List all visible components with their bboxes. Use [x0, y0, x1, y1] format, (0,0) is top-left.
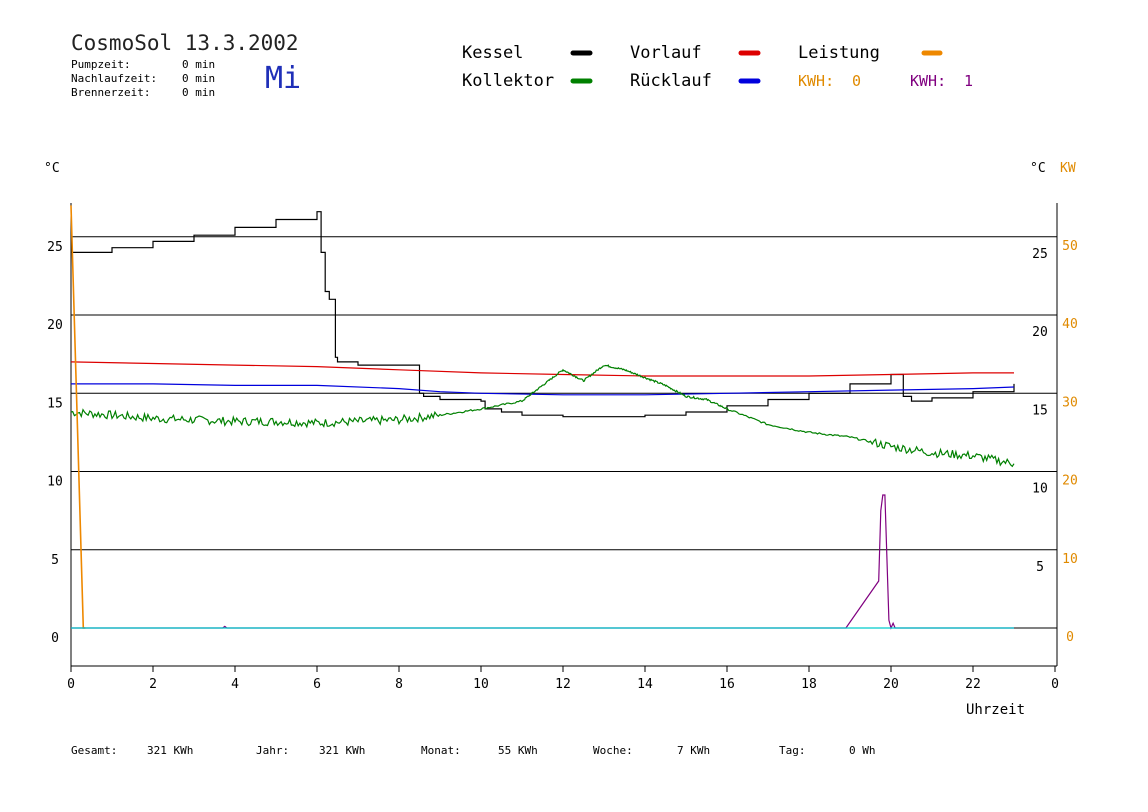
left-axis-ticks: 0 5 10 15 20 25 [47, 240, 63, 646]
series-lines [70, 205, 1015, 630]
x-tick-label-4: 8 [395, 677, 403, 692]
x-tick-label-1: 2 [149, 677, 157, 692]
y-right-c-tick-20: 20 [1032, 325, 1048, 340]
legend-label-leistung: Leistung [798, 43, 880, 63]
left-axis-unit: °C [44, 161, 60, 176]
kwh-label-purple: KWH: [910, 72, 946, 90]
legend-label-vorlauf: Vorlauf [630, 43, 702, 63]
series-kwh-1 [71, 494, 1014, 630]
right-axis-ticks: 5 10 15 20 25 0 10 20 30 40 50 [1032, 239, 1078, 645]
y-right-kw-tick-50: 50 [1062, 239, 1078, 254]
x-tick-label-11: 22 [965, 677, 981, 692]
y-left-tick-10: 10 [47, 475, 63, 490]
x-tick-label-6: 12 [555, 677, 571, 692]
series-vorlauf [70, 361, 1014, 377]
x-tick-label-2: 4 [231, 677, 239, 692]
footer-label-gesamt: Gesamt: [71, 744, 117, 757]
chart-title: CosmoSol 13.3.2002 [71, 31, 299, 55]
footer-label-woche: Woche: [593, 744, 633, 757]
footer-value-tag: 0 Wh [849, 744, 876, 757]
right-axis-unit-c: °C [1030, 161, 1046, 176]
stat-value-brennerzeit: 0 min [182, 86, 215, 99]
legend-label-ruecklauf: Rücklauf [630, 71, 712, 91]
series-kessel [71, 211, 1015, 418]
x-tick-label-7: 14 [637, 677, 653, 692]
x-tick-label-9: 18 [801, 677, 817, 692]
footer-label-tag: Tag: [779, 744, 806, 757]
y-right-kw-tick-40: 40 [1062, 317, 1078, 332]
y-left-tick-25: 25 [47, 240, 63, 255]
kwh-value-purple: 1 [964, 72, 973, 90]
y-left-tick-0: 0 [51, 631, 59, 646]
stat-label-nachlaufzeit: Nachlaufzeit: [71, 72, 157, 85]
series-leistung [70, 205, 86, 629]
stat-value-pumpzeit: 0 min [182, 58, 215, 71]
y-left-tick-20: 20 [47, 318, 63, 333]
x-axis-ticks: 0 2 4 6 8 10 12 14 16 18 20 22 0 [67, 666, 1059, 692]
footer-value-monat: 55 KWh [498, 744, 538, 757]
stat-label-brennerzeit: Brennerzeit: [71, 86, 150, 99]
gridlines [71, 236, 1057, 629]
weekday-label: Mi [265, 61, 301, 96]
y-right-kw-tick-0: 0 [1066, 630, 1074, 645]
kwh-label-orange: KWH: [798, 72, 834, 90]
series-kollektor [70, 364, 1015, 468]
x-tick-label-3: 6 [313, 677, 321, 692]
x-tick-label-10: 20 [883, 677, 899, 692]
x-tick-label-0: 0 [67, 677, 75, 692]
footer-totals: Gesamt: 321 KWh Jahr: 321 KWh Monat: 55 … [71, 744, 876, 757]
footer-value-woche: 7 KWh [677, 744, 710, 757]
stat-label-pumpzeit: Pumpzeit: [71, 58, 131, 71]
y-right-c-tick-10: 10 [1032, 482, 1048, 497]
footer-value-gesamt: 321 KWh [147, 744, 193, 757]
right-axis-unit-kw: KW [1060, 161, 1076, 176]
y-right-c-tick-15: 15 [1032, 403, 1048, 418]
y-left-tick-15: 15 [47, 396, 63, 411]
stat-value-nachlaufzeit: 0 min [182, 72, 215, 85]
y-right-kw-tick-10: 10 [1062, 552, 1078, 567]
legend-label-kessel: Kessel [462, 43, 523, 63]
kwh-value-orange: 0 [852, 72, 861, 90]
x-axis-label: Uhrzeit [966, 702, 1025, 718]
x-tick-label-8: 16 [719, 677, 735, 692]
y-right-kw-tick-20: 20 [1062, 474, 1078, 489]
series-r-cklauf [71, 383, 1015, 396]
footer-label-monat: Monat: [421, 744, 461, 757]
y-right-kw-tick-30: 30 [1062, 395, 1078, 410]
footer-label-jahr: Jahr: [256, 744, 289, 757]
x-tick-label-5: 10 [473, 677, 489, 692]
y-right-c-tick-5: 5 [1036, 560, 1044, 575]
x-tick-label-12: 0 [1051, 677, 1059, 692]
footer-value-jahr: 321 KWh [319, 744, 365, 757]
y-left-tick-5: 5 [51, 553, 59, 568]
legend-label-kollektor: Kollektor [462, 71, 554, 91]
y-right-c-tick-25: 25 [1032, 247, 1048, 262]
